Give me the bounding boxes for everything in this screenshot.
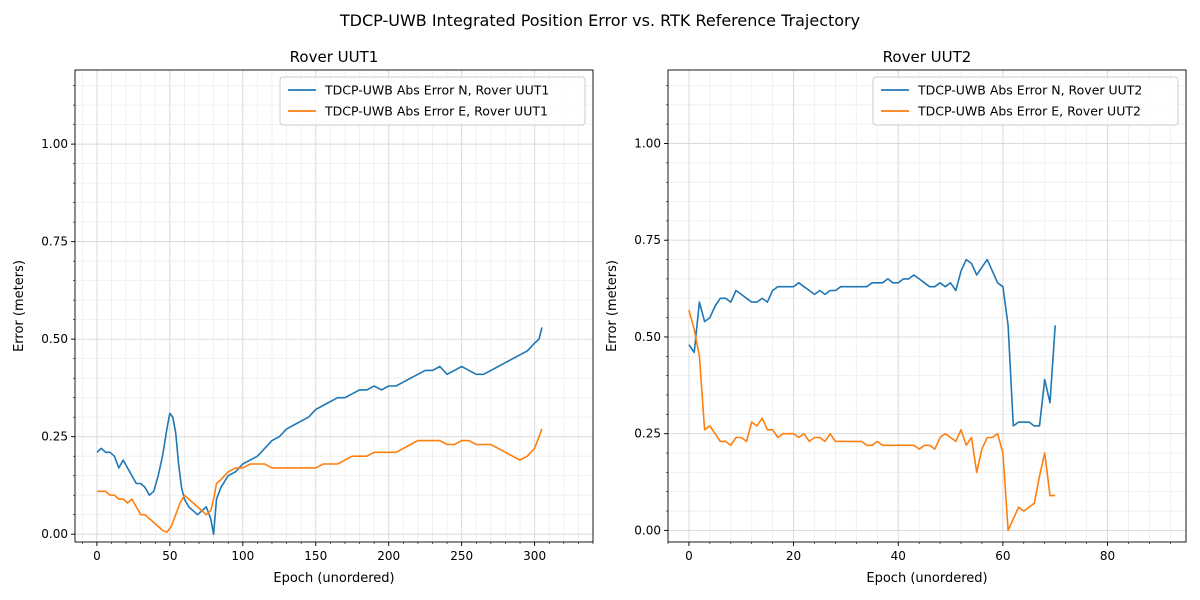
y-tick-label: 0.50 [41, 332, 68, 346]
y-tick-label: 1.00 [634, 137, 661, 151]
legend-entry: TDCP-UWB Abs Error N, Rover UUT1 [324, 83, 549, 98]
y-tick-label: 0.25 [634, 427, 661, 441]
y-tick-label: 0.00 [634, 523, 661, 537]
x-tick-label: 60 [995, 549, 1010, 563]
legend-entry: TDCP-UWB Abs Error N, Rover UUT2 [917, 83, 1142, 98]
axes-frame [667, 69, 1187, 543]
x-axis-label: Epoch (unordered) [273, 571, 394, 586]
legend-box [872, 76, 1179, 126]
legend-box [279, 76, 586, 126]
chart-rover-uut2: 0 20 40 60 80 0.00 0.25 0.50 0.75 1.00 Rover UUT2 E… [605, 48, 1187, 586]
y-tick-label: 0.75 [41, 235, 68, 249]
figure-title: TDCP-UWB Integrated Position Error vs. R… [339, 11, 860, 30]
x-tick-label: 250 [450, 549, 473, 563]
x-tick-label: 20 [786, 549, 801, 563]
legend: TDCP-UWB Abs Error N, Rover UUT1 TDCP-UWB… [279, 76, 586, 126]
y-axis-label: Error (meters) [12, 260, 27, 352]
series-line-error-e [688, 309, 1056, 532]
x-tick-label: 0 [685, 549, 693, 563]
x-tick-label: 50 [162, 549, 177, 563]
y-tick-label: 0.50 [634, 330, 661, 344]
legend-entry: TDCP-UWB Abs Error E, Rover UUT2 [917, 104, 1141, 119]
y-axis-label: Error (meters) [605, 260, 620, 352]
x-axis-label: Epoch (unordered) [866, 571, 987, 586]
x-tick-label: 300 [523, 549, 546, 563]
chart-rover-uut1: 0 50 100 150 200 250 300 0.00 0.25 0.50 0.75 1.00 Ro… [12, 48, 594, 586]
legend-entry: TDCP-UWB Abs Error E, Rover UUT1 [324, 104, 548, 119]
series-line-error-n [96, 327, 543, 536]
chart-title: Rover UUT1 [290, 48, 379, 66]
y-tick-label: 0.75 [634, 233, 661, 247]
x-tick-label: 150 [304, 549, 327, 563]
y-tick-label: 0.00 [41, 527, 68, 541]
x-tick-label: 40 [891, 549, 906, 563]
y-tick-label: 1.00 [41, 137, 68, 151]
series-line-error-n [688, 258, 1056, 427]
y-tick-label: 0.25 [41, 430, 68, 444]
x-tick-label: 200 [377, 549, 400, 563]
x-tick-label: 100 [231, 549, 254, 563]
x-tick-label: 0 [93, 549, 101, 563]
series-line-error-e [96, 428, 543, 534]
legend: TDCP-UWB Abs Error N, Rover UUT2 TDCP-UWB… [872, 76, 1179, 126]
chart-title: Rover UUT2 [883, 48, 972, 66]
x-tick-label: 80 [1100, 549, 1115, 563]
axes-frame [74, 69, 594, 543]
